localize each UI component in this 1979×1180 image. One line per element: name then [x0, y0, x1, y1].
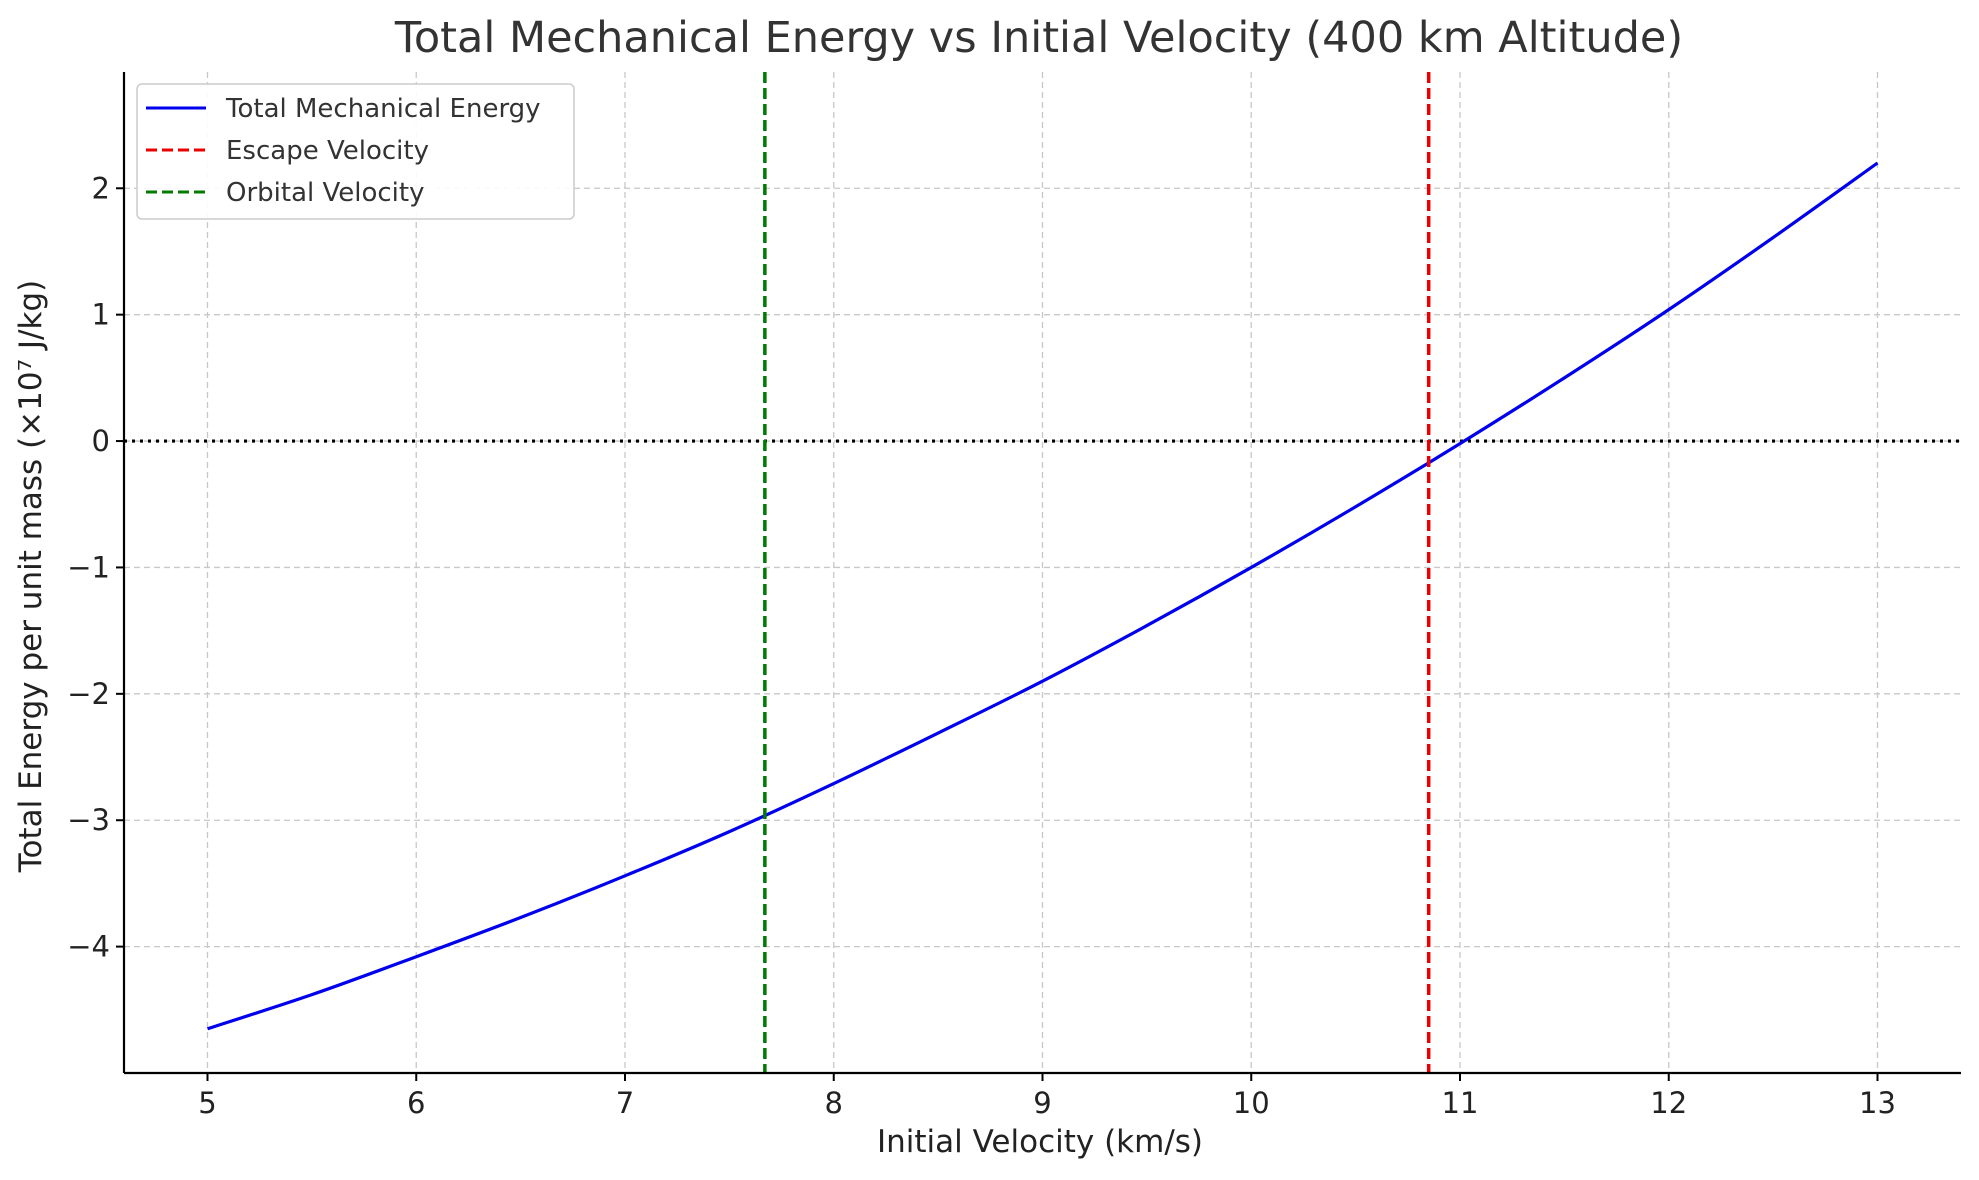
y-tick-label--2: −2 — [67, 677, 110, 711]
x-tick-label-10: 10 — [1233, 1086, 1270, 1120]
x-tick-label-13: 13 — [1859, 1086, 1896, 1120]
y-tick-label--4: −4 — [67, 930, 110, 964]
x-axis-title: Initial Velocity (km/s) — [877, 1124, 1203, 1160]
data-series — [207, 72, 1879, 1073]
x-tick-label-12: 12 — [1650, 1086, 1687, 1120]
legend: Total Mechanical Energy Escape Velocity … — [136, 83, 575, 220]
legend-label-orbital-velocity: Orbital Velocity — [226, 178, 425, 208]
x-tick-label-8: 8 — [825, 1086, 843, 1120]
y-axis-title: Total Energy per unit mass (×10⁷ J/kg) — [13, 280, 49, 873]
axes — [116, 72, 1961, 1081]
x-tick-label-9: 9 — [1033, 1086, 1051, 1120]
legend-label-total-mechanical-energy: Total Mechanical Energy — [225, 94, 541, 124]
y-tick-label--1: −1 — [67, 550, 110, 584]
grid-lines — [124, 72, 1961, 1073]
series-line-total-mechanical-energy — [207, 161, 1879, 1031]
y-tick-label--3: −3 — [67, 803, 110, 837]
y-tick-label-2: 2 — [92, 171, 110, 205]
x-tick-label-11: 11 — [1442, 1086, 1479, 1120]
y-tick-label-1: 1 — [92, 298, 110, 332]
x-tick-label-7: 7 — [616, 1086, 634, 1120]
legend-box — [136, 83, 575, 220]
x-tick-label-6: 6 — [407, 1086, 425, 1120]
legend-label-escape-velocity: Escape Velocity — [226, 136, 429, 166]
y-tick-label-0: 0 — [92, 424, 110, 458]
chart-title: Total Mechanical Energy vs Initial Veloc… — [394, 13, 1683, 63]
x-tick-label-5: 5 — [198, 1086, 216, 1120]
